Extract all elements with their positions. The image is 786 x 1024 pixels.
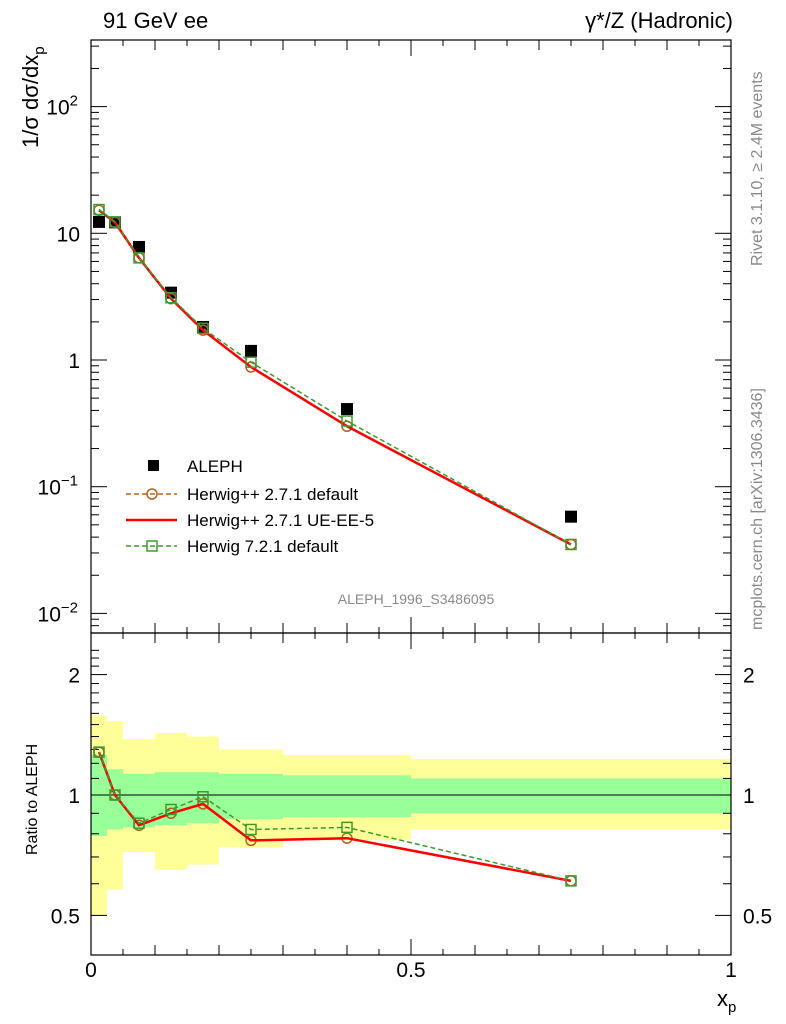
ratio-ylabel: Ratio to ALEPH [24, 744, 41, 855]
ratio-point-herwig-7-2-1-default [565, 875, 577, 887]
main-point-herwig-7-2-1-default [109, 216, 121, 228]
ratio-y-tick-label-right: 1 [743, 785, 755, 808]
analysis-watermark: ALEPH_1996_S3486095 [338, 591, 495, 607]
ratio-point-herwig-7-2-1-default [93, 746, 105, 758]
svg-text:xp: xp [717, 986, 736, 1016]
y-tick-label: 10 [57, 223, 80, 246]
x-tick-label: 1 [725, 959, 737, 982]
main-point-herwig-7-2-1-default [341, 415, 353, 427]
legend-marker-aleph [148, 460, 159, 471]
ratio-y-tick-label-right: 0.5 [743, 905, 772, 928]
legend-marker-herwig7-default [146, 540, 158, 552]
ratio-point-herwig-7-2-1-default [109, 789, 121, 801]
main-point-aleph [93, 215, 105, 228]
svg-text:1/σ dσ/dxp: 1/σ dσ/dxp [18, 46, 48, 148]
main-point-aleph [565, 510, 577, 523]
ratio-band-inner [187, 772, 219, 824]
main-point-aleph [341, 403, 353, 416]
y-tick-label: 10−1 [38, 473, 78, 500]
legend-label-aleph: ALEPH [187, 457, 243, 476]
ratio-point-herwig-7-2-1-default [133, 817, 145, 829]
ratio-y-tick-label: 0.5 [51, 905, 80, 928]
ratio-y-tick-label: 1 [68, 785, 80, 808]
main-ylabel: 1/σ dσ/dxp [18, 46, 48, 148]
y-tick-label: 10−2 [38, 599, 78, 626]
main-point-aleph [133, 240, 145, 253]
ratio-point-herwig-7-2-1-default [341, 821, 353, 834]
y-tick-label: 1 [68, 350, 80, 373]
ratio-point-herwig-7-2-1-default [165, 803, 177, 816]
x-tick-label: 0 [85, 959, 97, 982]
ratio-y-tick-label: 2 [68, 665, 80, 688]
legend-label-herwigpp-ueee5: Herwig++ 2.7.1 UE-EE-5 [187, 511, 374, 530]
main-line-herwig-7-2-1-default [98, 208, 572, 546]
rivet-label: Rivet 3.1.10, ≥ 2.4M events [749, 71, 766, 266]
plot-layer: 0 0.5 1 10−2 10−1 1 10 102 0.5 0.5 1 1 2 2 [38, 39, 772, 982]
x-tick-label: 0.5 [396, 959, 425, 982]
main-point-herwig-7-2-1-default [245, 356, 257, 368]
ratio-band-inner [283, 775, 411, 818]
main-point-aleph [245, 344, 257, 357]
legend-label-herwigpp-default: Herwig++ 2.7.1 default [187, 485, 358, 504]
title-right: γ*/Z (Hadronic) [585, 8, 733, 33]
legend: ALEPH Herwig++ 2.7.1 default Herwig++ 2.… [126, 457, 374, 556]
ratio-point-herwig-7-2-1-default [197, 790, 209, 803]
ratio-point-herwig-2-7-1-default [197, 798, 209, 810]
x-axis-label: xp [717, 986, 736, 1016]
ratio-y-tick-label-right: 2 [743, 665, 755, 688]
ratio-point-herwig-7-2-1-default [245, 823, 257, 836]
main-point-herwig-7-2-1-default [197, 322, 209, 335]
legend-marker-herwigpp-default [146, 488, 158, 500]
legend-label-herwig7-default: Herwig 7.2.1 default [187, 537, 338, 556]
main-point-herwig-7-2-1-default [93, 203, 105, 216]
ratio-band-inner [123, 773, 155, 828]
mcplots-label: mcplots.cern.ch [arXiv:1306.3436] [749, 388, 766, 630]
y-tick-label: 102 [46, 93, 78, 120]
main-point-herwig-7-2-1-default [133, 252, 145, 264]
ratio-band-inner [219, 773, 283, 820]
title-left: 91 GeV ee [103, 8, 208, 33]
ratio-band-inner [411, 778, 731, 814]
main-point-herwig-7-2-1-default [565, 538, 577, 551]
main-point-herwig-7-2-1-default [165, 291, 177, 304]
